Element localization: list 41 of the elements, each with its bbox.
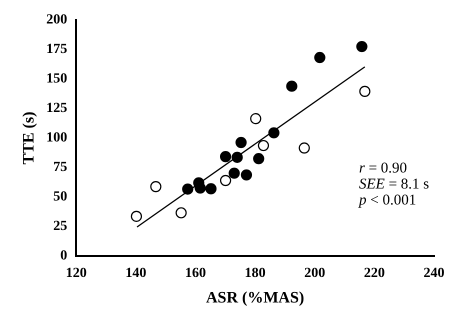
point	[250, 113, 262, 124]
y-tick-label: 25	[53, 219, 68, 234]
point	[286, 80, 298, 92]
x-tick-label: 160	[184, 266, 206, 282]
point	[176, 207, 187, 218]
x-tick-label: 200	[304, 266, 326, 282]
y-tick-label: 125	[46, 101, 68, 116]
point	[150, 181, 162, 192]
point	[220, 174, 232, 186]
point	[182, 183, 194, 195]
y-tick-label: 100	[46, 130, 68, 146]
x-tick-label: 240	[424, 266, 444, 282]
x-axis-title: ASR (%MAS)	[206, 290, 304, 307]
point	[258, 140, 270, 152]
point	[232, 152, 243, 163]
point	[228, 168, 240, 179]
y-axis-title: TTE (s)	[20, 112, 38, 164]
point	[359, 86, 370, 97]
y-tick-label: 200	[46, 12, 68, 28]
point	[235, 136, 247, 148]
y-tick-label: 75	[53, 160, 68, 176]
y-tick-label: 50	[53, 190, 68, 205]
point	[268, 127, 280, 138]
y-tick-label: 150	[46, 72, 68, 87]
point	[240, 169, 252, 181]
annotation: r = 0.90	[359, 160, 408, 177]
x-tick-label: 220	[364, 266, 385, 282]
annotation: p < 0.001	[358, 192, 416, 209]
x-tick-label: 140	[125, 266, 146, 282]
point	[314, 52, 326, 64]
point	[205, 183, 217, 194]
point	[130, 210, 142, 222]
y-tick-label: 175	[46, 42, 68, 58]
x-tick-label: 180	[244, 266, 266, 282]
point	[356, 40, 368, 52]
point	[253, 153, 264, 164]
x-tick-label: 120	[66, 266, 87, 282]
y-tick-label: 0	[60, 248, 68, 264]
annotation: SEE = 8.1 s	[359, 176, 430, 193]
point	[220, 151, 232, 162]
point	[298, 142, 310, 154]
